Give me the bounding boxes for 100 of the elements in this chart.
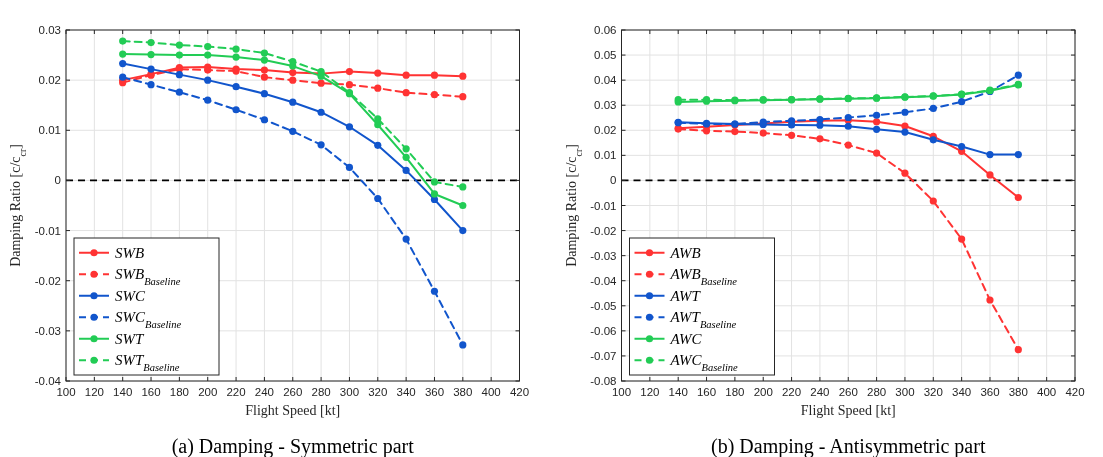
x-tick-label: 200	[198, 386, 218, 398]
point	[204, 42, 212, 51]
text: (b) Damping - Antisymmetric part	[711, 435, 986, 457]
x-tick-label: 240	[254, 386, 274, 398]
point	[374, 194, 382, 203]
point	[175, 71, 183, 79]
legend-label: AWC	[669, 330, 703, 347]
x-tick-label: 360	[980, 386, 1000, 398]
point	[929, 104, 937, 113]
y-tick-label: 0	[610, 174, 617, 187]
point	[844, 122, 852, 130]
legend-label: SWT$_{Baseline}$	[115, 352, 180, 373]
point	[232, 45, 240, 53]
point	[345, 123, 354, 131]
point	[1014, 71, 1022, 79]
point	[317, 79, 325, 87]
y-tick-label: 0.02	[594, 124, 617, 137]
x-axis-title: Flight Speed [kt]	[800, 403, 896, 418]
point	[1014, 151, 1022, 159]
point	[430, 178, 439, 186]
x-tick-label: 320	[368, 386, 388, 398]
x-tick-label: 300	[339, 386, 360, 398]
x-tick-label: 340	[952, 386, 972, 398]
point	[459, 72, 467, 80]
x-tick-label: 200	[753, 386, 773, 398]
point	[872, 149, 881, 157]
point	[929, 197, 937, 205]
point	[986, 151, 994, 159]
point	[289, 76, 297, 84]
point	[929, 136, 937, 144]
legend-label: SWC	[115, 287, 146, 304]
x-tick-label: 260	[838, 386, 858, 398]
y-tick-label: -0.02	[590, 224, 617, 237]
point	[1014, 346, 1022, 354]
legend-label: AWT	[669, 287, 702, 304]
point	[402, 153, 410, 161]
point	[958, 90, 966, 98]
point	[958, 142, 966, 151]
point	[204, 51, 212, 59]
point	[260, 56, 269, 64]
point	[374, 69, 382, 77]
x-tick-label: 300	[895, 386, 915, 398]
point	[430, 91, 439, 99]
x-tick-label: 120	[640, 386, 660, 398]
point	[459, 183, 467, 191]
point	[731, 127, 739, 136]
point	[289, 127, 297, 135]
legend-label: AWB$_{Baseline}$	[669, 266, 738, 287]
point	[958, 235, 966, 243]
point	[459, 93, 467, 101]
y-tick-label: 0.03	[594, 99, 617, 112]
point	[289, 69, 297, 77]
point	[872, 125, 881, 133]
x-tick-label: 240	[810, 386, 830, 398]
y-tick-label: -0.04	[34, 375, 62, 387]
x-tick-label: 180	[169, 386, 189, 398]
y-tick-label: -0.03	[590, 249, 617, 262]
point	[345, 163, 354, 171]
x-tick-label: 100	[56, 386, 76, 398]
point	[147, 50, 155, 59]
point	[901, 122, 909, 130]
y-tick-label: 0.01	[38, 124, 61, 137]
x-tick-label: 140	[668, 386, 688, 398]
point	[402, 89, 410, 97]
x-tick-label: 260	[283, 386, 303, 398]
point	[402, 235, 410, 243]
point	[260, 116, 269, 124]
point	[430, 190, 439, 198]
point	[232, 106, 240, 114]
point	[289, 98, 297, 106]
legend-label: AWC$_{Baseline}$	[669, 352, 739, 373]
y-tick-label: 0.01	[594, 149, 617, 162]
point	[402, 71, 410, 79]
point	[459, 201, 467, 210]
legend-label: AWB	[669, 244, 701, 261]
x-tick-label: 220	[781, 386, 802, 398]
point	[175, 41, 183, 49]
point	[901, 128, 909, 136]
point	[119, 50, 127, 58]
point	[402, 145, 410, 153]
point	[901, 108, 909, 116]
legend-label: SWC$_{Baseline}$	[115, 309, 182, 330]
point	[872, 111, 881, 119]
point	[816, 121, 824, 129]
x-tick-label: 160	[141, 386, 161, 398]
point	[345, 81, 354, 89]
x-tick-label: 420	[509, 386, 530, 398]
y-tick-label: -0.04	[590, 274, 618, 287]
y-tick-label: -0.05	[590, 299, 617, 312]
point	[402, 166, 410, 174]
point	[119, 60, 127, 68]
point	[147, 65, 155, 73]
point	[816, 135, 824, 143]
point	[374, 141, 382, 149]
x-tick-label: 360	[424, 386, 445, 398]
point	[1014, 193, 1022, 202]
x-tick-label: 280	[867, 386, 887, 398]
point	[374, 121, 382, 129]
y-tick-label: 0.06	[594, 24, 617, 36]
point	[175, 51, 183, 59]
